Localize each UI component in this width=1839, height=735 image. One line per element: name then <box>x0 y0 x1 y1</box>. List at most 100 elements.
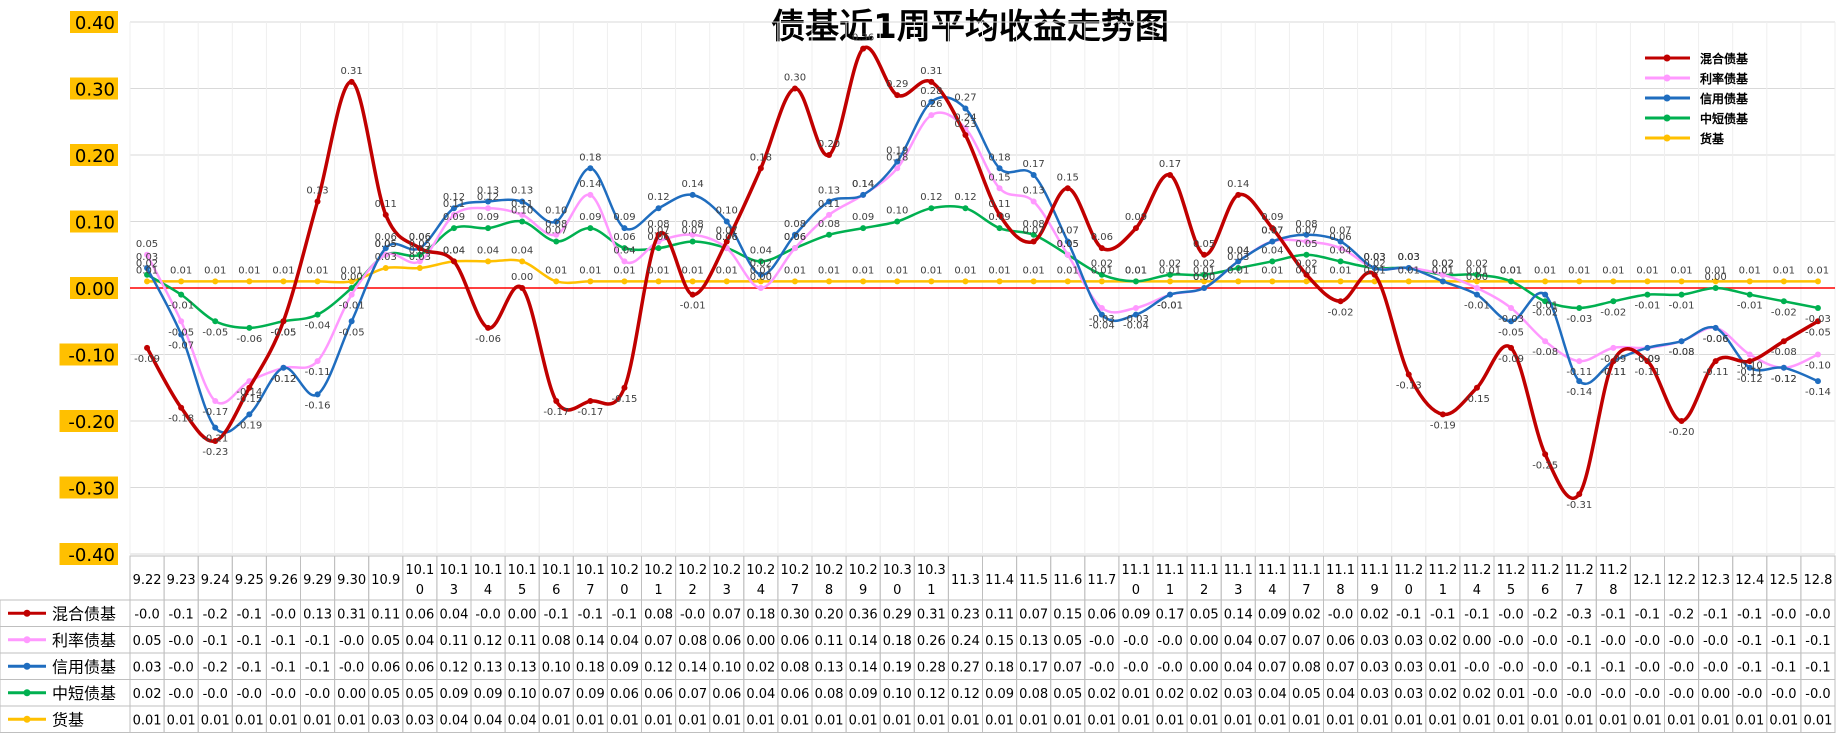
data-label: 0.02 <box>1295 259 1317 270</box>
data-point <box>689 231 696 238</box>
table-cell-value: 0.01 <box>815 713 844 728</box>
table-cell-value: 0.05 <box>405 687 434 702</box>
data-point <box>1098 245 1105 252</box>
table-cell-value: 0.08 <box>542 634 571 649</box>
data-label: 0.03 <box>1364 252 1386 263</box>
table-cell-value: 0.01 <box>133 713 162 728</box>
x-tick-label: 8 <box>1336 583 1344 598</box>
data-label: -0.14 <box>236 387 262 398</box>
table-cell-value: -0.1 <box>271 660 296 675</box>
data-label: 0.10 <box>886 206 908 217</box>
data-label: 0.23 <box>954 119 976 130</box>
data-label: 0.01 <box>136 265 158 276</box>
data-label: 0.08 <box>784 219 806 230</box>
table-cell-value: -0.0 <box>1635 634 1660 649</box>
data-point <box>928 205 935 212</box>
table-cell-value: 0.13 <box>815 660 844 675</box>
table-cell-value: 0.02 <box>1156 687 1185 702</box>
data-point <box>1132 311 1139 318</box>
table-cell-value: 0.04 <box>1224 634 1253 649</box>
data-label: -0.03 <box>1123 314 1149 325</box>
table-cell-value: 0.07 <box>1326 660 1355 675</box>
data-label: 0.02 <box>136 259 158 270</box>
data-label: 0.01 <box>1295 265 1317 276</box>
data-point <box>280 364 287 371</box>
table-cell-value: 0.04 <box>1258 687 1287 702</box>
legend-label: 利率债基 <box>1700 71 1749 86</box>
legend-marker <box>1663 114 1671 122</box>
data-label: -0.12 <box>1771 374 1797 385</box>
data-point <box>587 225 594 232</box>
table-cell-value: 0.09 <box>439 687 468 702</box>
data-point <box>553 278 560 285</box>
data-label: -0.08 <box>1532 347 1558 358</box>
data-label: 0.01 <box>954 265 976 276</box>
data-label: -0.01 <box>1464 301 1490 312</box>
data-label: 0.01 <box>1364 265 1386 276</box>
data-point <box>655 278 662 285</box>
data-label: 0.09 <box>477 212 499 223</box>
table-cell-value: -0.1 <box>237 660 262 675</box>
data-label: -0.14 <box>1805 387 1831 398</box>
data-point <box>1473 278 1480 285</box>
x-tick-label: 11.1 <box>1121 563 1150 578</box>
data-label: 0.03 <box>1398 252 1420 263</box>
x-tick-label: 9.22 <box>133 573 162 588</box>
data-label: 0.08 <box>647 219 669 230</box>
table-cell-value: 0.03 <box>1394 660 1423 675</box>
data-point <box>314 198 321 205</box>
data-label: 0.31 <box>341 66 363 77</box>
data-label: -0.20 <box>1669 427 1695 438</box>
table-cell-value: 0.12 <box>474 634 503 649</box>
data-point <box>621 245 628 252</box>
table-cell-value: 0.28 <box>917 660 946 675</box>
x-tick-label: 10.1 <box>474 563 503 578</box>
y-tick-label: -0.10 <box>68 346 115 367</box>
data-point <box>1576 304 1583 311</box>
data-point <box>1746 351 1753 358</box>
data-label: 0.14 <box>579 179 601 190</box>
data-point <box>485 258 492 265</box>
data-point <box>1030 198 1037 205</box>
table-cell-value: 0.12 <box>439 660 468 675</box>
data-label: 0.07 <box>682 225 704 236</box>
table-cell-value: -0.1 <box>305 634 330 649</box>
data-label: -0.23 <box>202 447 228 458</box>
data-point <box>1235 265 1242 272</box>
x-tick-label: 8 <box>1609 583 1617 598</box>
data-label: -0.05 <box>1498 327 1524 338</box>
table-cell-value: 0.01 <box>235 713 264 728</box>
data-point <box>519 218 526 225</box>
data-point <box>826 152 833 158</box>
table-cell-value: 0.01 <box>1156 713 1185 728</box>
x-tick-label: 8 <box>825 583 833 598</box>
table-cell-value: -0.0 <box>1498 634 1523 649</box>
series-line <box>146 204 1819 330</box>
data-label: -0.08 <box>1771 347 1797 358</box>
data-label: 0.05 <box>375 239 397 250</box>
data-label: -0.14 <box>1566 387 1592 398</box>
data-label: 0.01 <box>682 265 704 276</box>
data-label: 0.00 <box>1193 272 1215 283</box>
table-row-label: 混合债基 <box>52 604 116 623</box>
table-cell-value: 0.20 <box>815 607 844 622</box>
table-cell-value: 0.00 <box>1190 660 1219 675</box>
table-row-marker <box>23 636 31 644</box>
data-point <box>1644 278 1651 285</box>
x-tick-label: 1 <box>654 583 662 598</box>
data-point <box>996 225 1003 232</box>
data-point <box>587 278 594 285</box>
data-label: 0.00 <box>341 272 363 283</box>
data-label: -0.17 <box>577 407 603 418</box>
table-cell-value: -0.1 <box>1635 607 1660 622</box>
data-label: 0.03 <box>1398 252 1420 263</box>
table-cell-value: 0.27 <box>951 660 980 675</box>
data-label: 0.36 <box>852 33 874 44</box>
data-point <box>212 398 219 405</box>
table-cell-value: -0.0 <box>1635 660 1660 675</box>
data-label: 0.12 <box>647 192 669 203</box>
data-point <box>314 278 321 285</box>
table-cell-value: 0.01 <box>1121 687 1150 702</box>
data-point <box>1098 278 1105 285</box>
data-label: 0.18 <box>750 152 772 163</box>
